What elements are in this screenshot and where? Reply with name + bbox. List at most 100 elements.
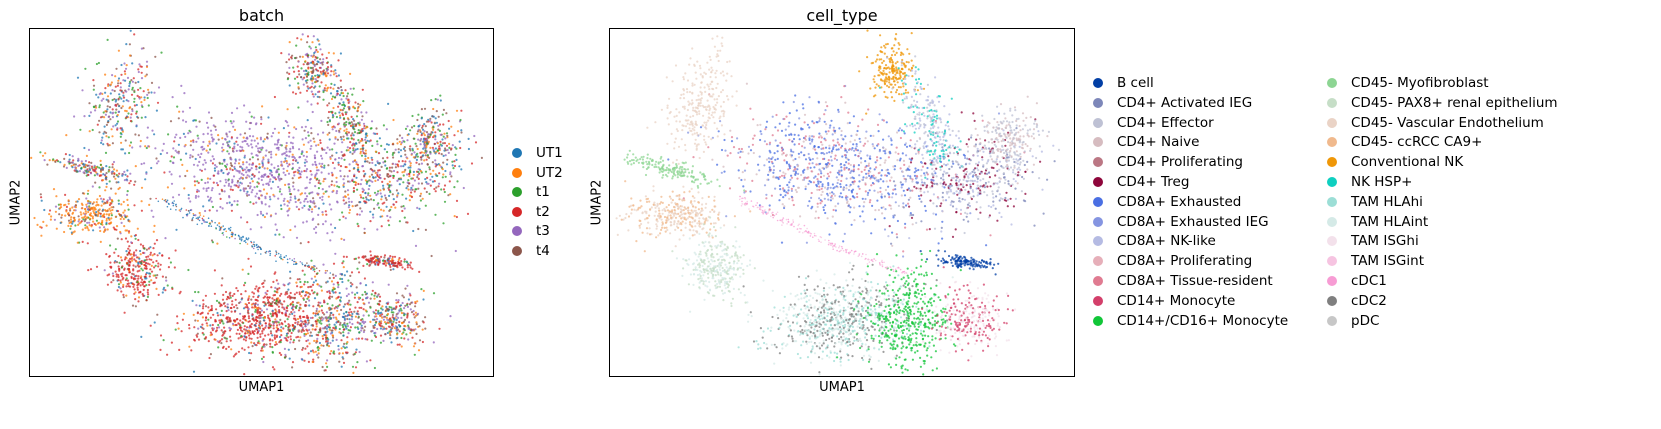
- legend-marker: [1327, 216, 1337, 227]
- scatter-cluster: [623, 149, 746, 192]
- scatter-cluster: [140, 257, 374, 376]
- legend-item: CD45- Myofibroblast: [1327, 75, 1489, 91]
- scatter-cluster: [33, 179, 178, 245]
- scatter-cluster: [878, 55, 969, 204]
- legend-label: CD14+ Monocyte: [1117, 292, 1236, 309]
- legend-marker: [1093, 117, 1103, 128]
- legend-label: CD8A+ Tissue-resident: [1117, 273, 1273, 289]
- legend-label: TAM HLAhi: [1351, 193, 1423, 210]
- legend-item: Conventional NK: [1327, 154, 1463, 170]
- legend-label: cDC1: [1351, 273, 1387, 289]
- legend-item: CD4+ Proliferating: [1093, 154, 1243, 170]
- legend-label: CD14+/CD16+ Monocyte: [1117, 312, 1289, 329]
- scatter-cluster: [836, 249, 962, 376]
- batch-x-axis-label: UMAP1: [238, 380, 285, 395]
- cell-type-plot-title: cell_type: [806, 6, 878, 25]
- legend-label: CD45- PAX8+ renal epithelium: [1351, 94, 1558, 111]
- legend-marker: [1327, 137, 1337, 148]
- legend-item: UT2: [512, 165, 563, 181]
- legend-marker: [1093, 157, 1103, 168]
- legend-item: t2: [512, 204, 550, 220]
- legend-item: TAM HLAhi: [1327, 194, 1423, 210]
- batch-y-axis-label: UMAP2: [8, 179, 24, 226]
- legend-marker: [1327, 177, 1337, 187]
- legend-item: TAM ISGint: [1327, 253, 1424, 269]
- legend-marker: [512, 187, 522, 198]
- scatter-cluster: [615, 180, 752, 253]
- legend-item: UT1: [512, 145, 563, 161]
- legend-item: t3: [512, 223, 550, 239]
- legend-item: CD45- ccRCC CA9+: [1327, 134, 1482, 150]
- legend-label: CD45- Myofibroblast: [1351, 75, 1489, 91]
- legend-marker: [512, 167, 522, 178]
- legend-marker: [1327, 97, 1337, 108]
- legend-marker: [512, 226, 522, 237]
- scatter-cluster: [646, 35, 738, 165]
- legend-marker: [1093, 315, 1103, 326]
- scatter-cluster: [346, 268, 452, 362]
- legend-label: CD8A+ Proliferating: [1117, 253, 1253, 270]
- legend-marker: [1327, 295, 1337, 306]
- scatter-cluster: [280, 33, 342, 111]
- scatter-cluster: [271, 231, 380, 374]
- legend-label: UT1: [536, 145, 563, 161]
- scatter-cluster: [342, 250, 421, 273]
- legend-label: CD8A+ Exhausted IEG: [1117, 213, 1269, 230]
- legend-marker: [1327, 256, 1337, 267]
- scatter-bridge: [738, 195, 913, 275]
- legend-label: t3: [536, 223, 550, 240]
- legend-item: CD8A+ Exhausted: [1093, 194, 1241, 210]
- legend-label: TAM ISGint: [1351, 253, 1424, 270]
- legend-item: CD4+ Naive: [1093, 134, 1199, 150]
- batch-plot-title: batch: [238, 6, 285, 25]
- scatter-cluster: [30, 151, 137, 186]
- legend-item: CD4+ Activated IEG: [1093, 95, 1252, 111]
- legend-label: CD4+ Activated IEG: [1117, 94, 1253, 111]
- legend-marker: [512, 246, 522, 256]
- legend-label: CD8A+ Exhausted: [1117, 193, 1242, 210]
- legend-marker: [1093, 256, 1103, 267]
- legend-item: NK HSP+: [1327, 174, 1412, 190]
- legend-marker: [1327, 315, 1337, 326]
- legend-item: CD8A+ Exhausted IEG: [1093, 214, 1269, 230]
- legend-item: cDC1: [1327, 273, 1387, 289]
- legend-item: CD14+/CD16+ Monocyte: [1093, 313, 1288, 329]
- legend-marker: [512, 148, 522, 158]
- scatter-bridge: [155, 197, 332, 274]
- legend-item: CD4+ Treg: [1093, 174, 1189, 190]
- scatter-cluster: [737, 261, 954, 376]
- cell-type-umap-scatter: [615, 29, 1061, 376]
- legend-item: pDC: [1327, 313, 1379, 329]
- legend-label: CD45- ccRCC CA9+: [1351, 134, 1483, 151]
- legend-item: TAM HLAint: [1327, 214, 1428, 230]
- legend-item: CD14+ Monocyte: [1093, 293, 1235, 309]
- cell-type-x-axis-label: UMAP1: [819, 380, 865, 395]
- legend-marker: [1093, 196, 1103, 207]
- batch-umap-scatter: [30, 29, 483, 376]
- legend-marker: [1327, 78, 1337, 88]
- legend-item: CD8A+ Proliferating: [1093, 253, 1252, 269]
- legend-marker: [1093, 137, 1103, 148]
- legend-marker: [1093, 97, 1103, 108]
- scatter-cluster: [392, 98, 463, 191]
- legend-marker: [1093, 216, 1103, 227]
- legend-label: Conventional NK: [1351, 154, 1464, 171]
- scatter-cluster: [667, 82, 1026, 266]
- legend-marker: [1327, 236, 1337, 247]
- legend-item: t1: [512, 184, 550, 200]
- legend-marker: [1093, 236, 1103, 247]
- legend-label: t2: [536, 203, 550, 220]
- legend-marker: [1093, 295, 1103, 306]
- legend-label: CD4+ Effector: [1117, 114, 1214, 131]
- legend-label: t4: [536, 243, 550, 259]
- scatter-cluster: [291, 94, 483, 258]
- legend-item: t4: [512, 243, 550, 259]
- legend-label: cDC2: [1351, 292, 1387, 309]
- scatter-cluster: [914, 266, 1017, 362]
- legend-marker: [1327, 157, 1337, 168]
- legend-label: CD4+ Proliferating: [1117, 154, 1243, 171]
- legend-marker: [1093, 177, 1103, 187]
- legend-marker: [1093, 276, 1103, 286]
- scatter-cluster: [966, 95, 1050, 193]
- legend-item: cDC2: [1327, 293, 1387, 309]
